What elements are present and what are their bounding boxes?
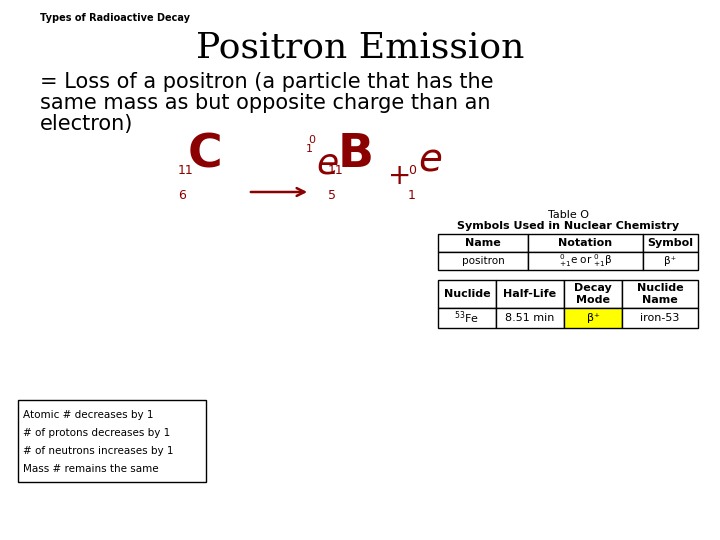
Bar (438, 252, 528, 270)
Bar (496, 280, 564, 308)
Text: 1: 1 (408, 189, 416, 202)
Text: 1: 1 (306, 144, 313, 154)
Text: Nuclide
Name: Nuclide Name (636, 283, 683, 305)
Text: Types of Radioactive Decay: Types of Radioactive Decay (40, 13, 190, 23)
Text: 11: 11 (328, 164, 343, 177)
Text: Symbol: Symbol (647, 238, 693, 248)
Text: Table O: Table O (547, 210, 588, 220)
Text: 6: 6 (178, 189, 186, 202)
Bar (496, 308, 564, 328)
Text: 8.51 min: 8.51 min (505, 313, 554, 323)
Text: electron): electron) (40, 114, 133, 134)
Text: 11: 11 (178, 164, 194, 177)
Text: Decay
Mode: Decay Mode (574, 283, 612, 305)
Bar (528, 252, 643, 270)
Text: iron-53: iron-53 (640, 313, 680, 323)
Bar (528, 234, 643, 252)
Text: Notation: Notation (559, 238, 613, 248)
Text: Mass # remains the same: Mass # remains the same (23, 464, 158, 474)
Text: 0: 0 (408, 164, 416, 177)
Bar (622, 308, 698, 328)
Text: β⁺: β⁺ (587, 313, 600, 323)
Text: Positron Emission: Positron Emission (196, 30, 524, 64)
Text: $^{53}$Fe: $^{53}$Fe (454, 310, 480, 326)
Text: positron: positron (462, 256, 505, 266)
Text: 0: 0 (308, 135, 315, 145)
Text: 5: 5 (328, 189, 336, 202)
Text: Name: Name (465, 238, 501, 248)
Text: $^{0}_{+1}$e or $^{0}_{+1}$β: $^{0}_{+1}$e or $^{0}_{+1}$β (559, 253, 612, 269)
Text: = Loss of a positron (a particle that has the: = Loss of a positron (a particle that ha… (40, 72, 493, 92)
Text: +: + (388, 162, 411, 190)
Text: Atomic # decreases by 1: Atomic # decreases by 1 (23, 410, 153, 420)
Text: β⁺: β⁺ (665, 256, 677, 266)
Bar (564, 308, 622, 328)
Text: Nuclide: Nuclide (444, 289, 490, 299)
Text: e: e (418, 141, 442, 179)
Text: same mass as but opposite charge than an: same mass as but opposite charge than an (40, 93, 490, 113)
Bar (438, 280, 496, 308)
Text: B: B (338, 132, 374, 177)
Bar (643, 252, 698, 270)
Text: # of neutrons increases by 1: # of neutrons increases by 1 (23, 446, 174, 456)
Text: e: e (316, 147, 338, 181)
Text: Half-Life: Half-Life (503, 289, 557, 299)
Bar (622, 280, 698, 308)
Bar (438, 234, 528, 252)
Bar (18, 400, 206, 482)
Bar (564, 280, 622, 308)
Text: Symbols Used in Nuclear Chemistry: Symbols Used in Nuclear Chemistry (457, 221, 679, 231)
Text: C: C (188, 132, 222, 177)
Bar (438, 308, 496, 328)
Text: # of protons decreases by 1: # of protons decreases by 1 (23, 428, 170, 438)
Bar (643, 234, 698, 252)
